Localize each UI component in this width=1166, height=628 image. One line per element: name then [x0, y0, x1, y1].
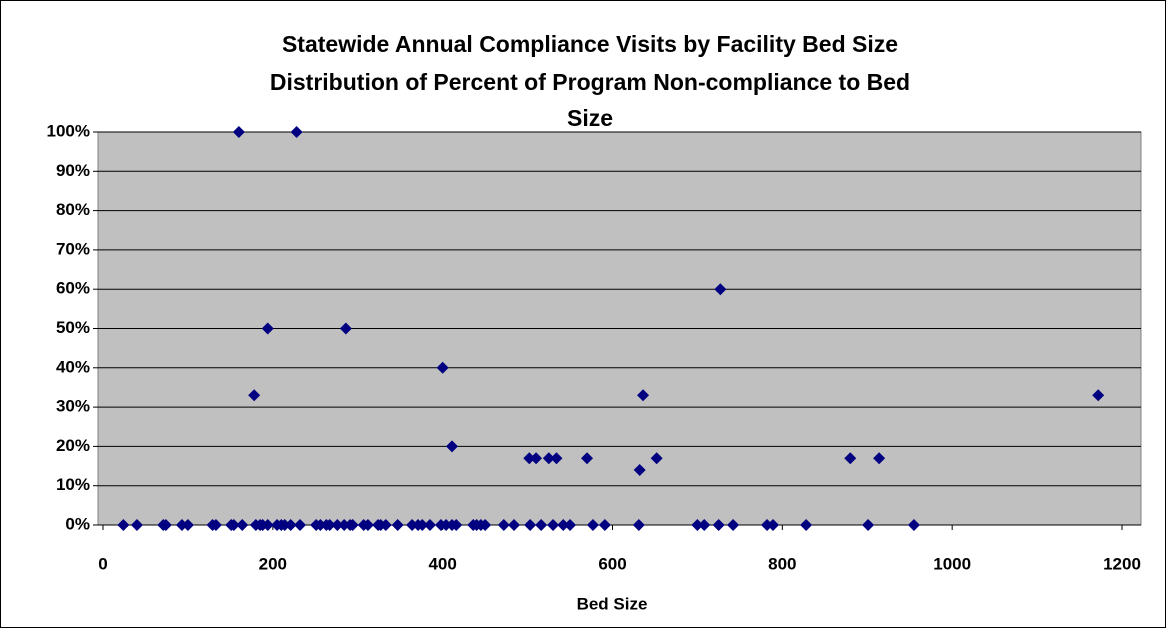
point [117, 519, 130, 531]
x-tick-label: 400 [428, 554, 456, 573]
point [248, 389, 261, 402]
point [564, 519, 577, 531]
point [450, 519, 463, 531]
point [907, 519, 920, 531]
x-tick-label: 1200 [1103, 554, 1141, 573]
point [698, 519, 711, 531]
point [632, 519, 645, 531]
point [650, 452, 663, 465]
point [130, 519, 143, 531]
y-tick-label: 100% [47, 121, 90, 140]
point [323, 519, 336, 531]
point [523, 452, 536, 465]
point [862, 519, 875, 531]
point [339, 322, 352, 335]
point [714, 283, 727, 296]
y-tick-label: 40% [56, 357, 90, 376]
point [727, 519, 740, 531]
point [800, 519, 813, 531]
point [557, 519, 570, 531]
point [598, 519, 611, 531]
point [497, 519, 510, 531]
point [535, 519, 548, 531]
point [712, 519, 725, 531]
point [530, 452, 543, 465]
y-tick-label: 80% [56, 200, 90, 219]
y-tick-label: 50% [56, 318, 90, 337]
point [873, 452, 886, 465]
point [550, 452, 563, 465]
y-tick-label: 60% [56, 279, 90, 298]
point [159, 519, 172, 531]
point [524, 519, 537, 531]
point [844, 452, 857, 465]
point [637, 389, 650, 402]
point [507, 519, 520, 531]
point [236, 519, 249, 531]
point [261, 519, 274, 531]
point [227, 519, 240, 531]
x-tick-label: 1000 [933, 554, 971, 573]
y-tick-label: 70% [56, 239, 90, 258]
point [1092, 389, 1105, 402]
y-tick-label: 20% [56, 436, 90, 455]
point [581, 452, 594, 465]
point [542, 452, 555, 465]
point [391, 519, 404, 531]
x-tick-label: 0 [98, 554, 107, 573]
y-tick-label: 90% [56, 161, 90, 180]
x-tick-label: 200 [259, 554, 287, 573]
point [423, 519, 436, 531]
point [547, 519, 560, 531]
point [691, 519, 704, 531]
point [586, 519, 599, 531]
y-tick-label: 0% [65, 514, 90, 533]
point [436, 361, 449, 374]
point [181, 519, 194, 531]
y-tick-label: 30% [56, 397, 90, 416]
point [446, 440, 459, 453]
point [361, 519, 374, 531]
x-tick-label: 600 [598, 554, 626, 573]
point [294, 519, 307, 531]
x-tick-label: 800 [768, 554, 796, 573]
point [232, 126, 245, 138]
point [261, 322, 274, 335]
point [290, 126, 303, 138]
point [284, 519, 297, 531]
chart-title: Size [567, 105, 613, 131]
point [209, 519, 222, 531]
point [479, 519, 492, 531]
x-axis-label: Bed Size [577, 594, 648, 613]
point [346, 519, 359, 531]
chart-title: Statewide Annual Compliance Visits by Fa… [282, 31, 898, 57]
point [766, 519, 779, 531]
point [416, 519, 429, 531]
point [379, 519, 392, 531]
point [633, 463, 646, 476]
chart-title: Distribution of Percent of Program Non-c… [270, 69, 910, 95]
point [331, 519, 344, 531]
y-tick-label: 10% [56, 475, 90, 494]
